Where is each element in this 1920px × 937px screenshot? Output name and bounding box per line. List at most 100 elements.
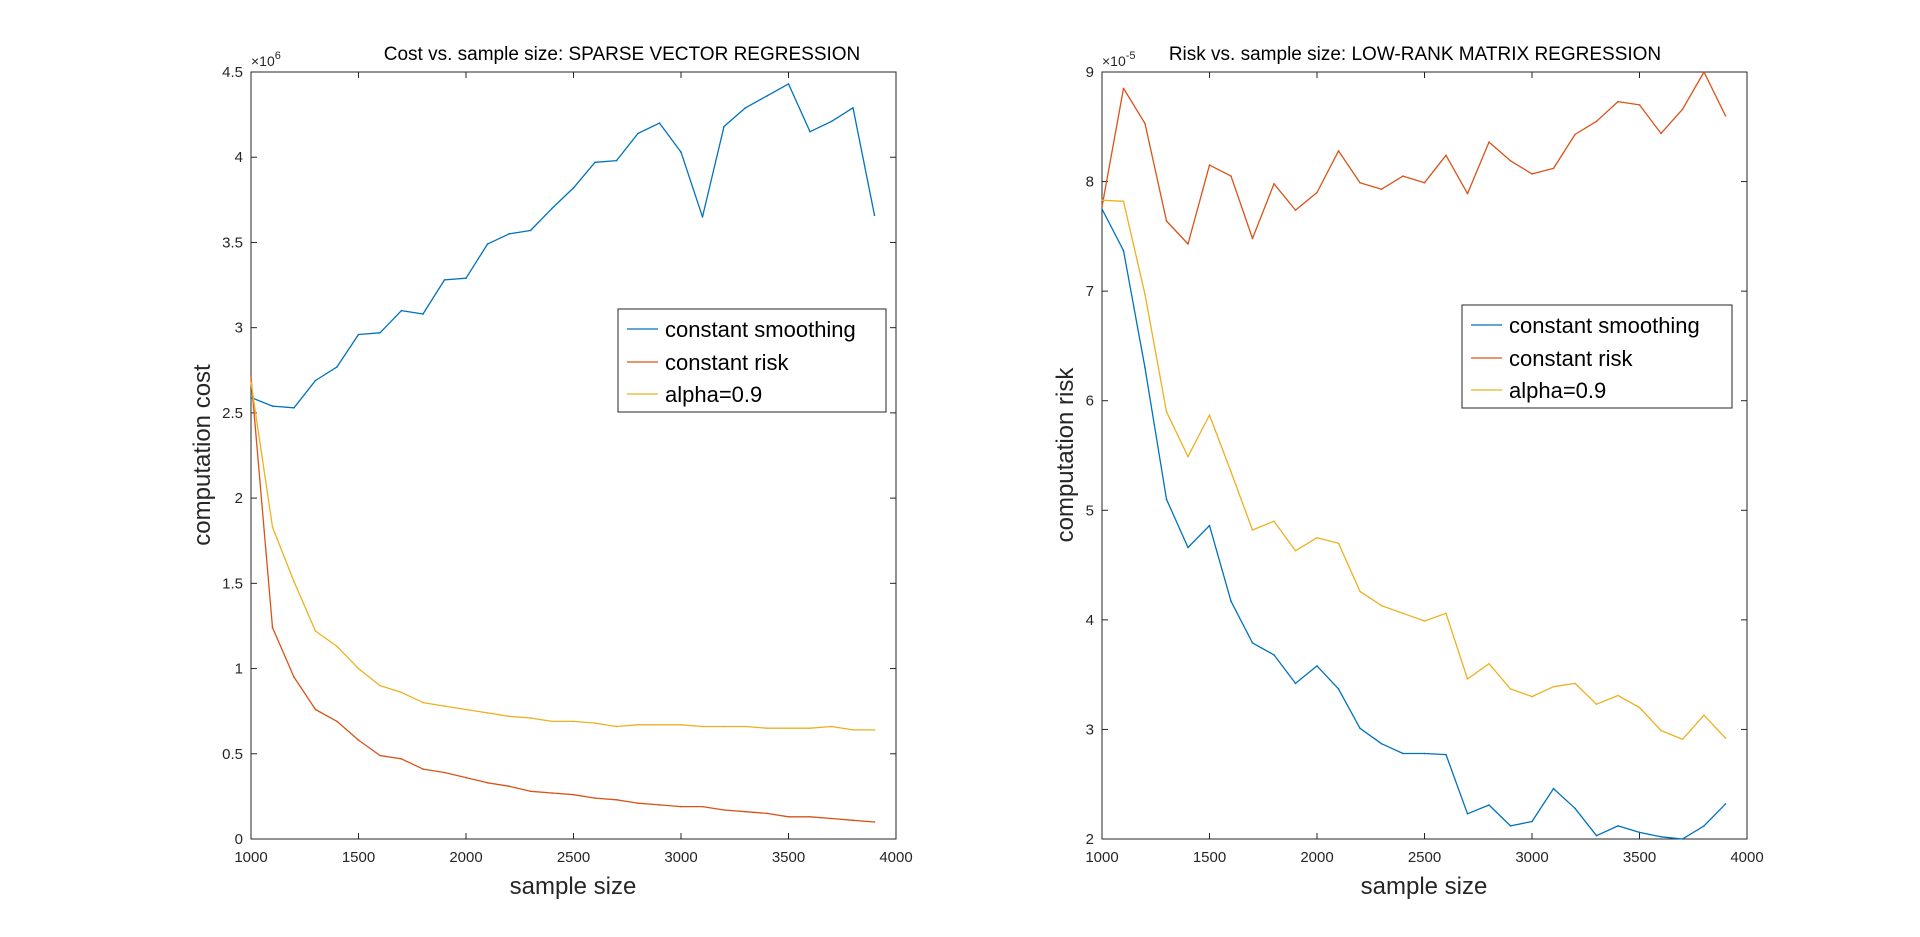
data-point-constant-smoothing	[1165, 498, 1168, 501]
data-point-constant-smoothing	[1660, 836, 1662, 838]
data-point-constant-risk	[1230, 175, 1232, 177]
chart-risk-low-rank-matrix: Risk vs. sample size: LOW-RANK MATRIX RE…	[1052, 44, 1764, 900]
data-point-constant-risk	[465, 776, 467, 779]
x-tick-label: 1000	[234, 849, 267, 866]
data-point-constant-smoothing	[1466, 813, 1469, 815]
data-point-constant-risk	[1574, 133, 1576, 136]
y-tick-label: 0.5	[222, 746, 243, 763]
data-point-constant-smoothing	[1359, 727, 1361, 730]
data-point-alpha-0-9	[809, 727, 811, 729]
data-point-constant-risk	[1144, 122, 1146, 125]
data-point-constant-risk	[766, 812, 768, 815]
data-point-alpha-0-9	[529, 717, 532, 719]
data-point-alpha-0-9	[293, 580, 295, 583]
data-point-constant-smoothing	[744, 107, 747, 109]
data-point-constant-smoothing	[1681, 838, 1684, 840]
data-point-constant-risk	[422, 768, 424, 770]
legend-box	[1461, 304, 1733, 409]
y-axis-label: computation risk	[1052, 367, 1079, 543]
data-point-constant-smoothing	[486, 243, 489, 245]
x-tick-label: 3000	[1515, 849, 1548, 866]
data-point-constant-smoothing	[443, 279, 446, 281]
data-point-constant-risk	[637, 802, 639, 804]
data-point-constant-smoothing	[1144, 367, 1146, 369]
data-point-constant-smoothing	[1703, 825, 1705, 827]
x-tick-label: 1000	[1085, 849, 1118, 866]
data-point-constant-risk	[1509, 160, 1512, 162]
y-tick-label: 7	[1086, 283, 1094, 300]
data-point-alpha-0-9	[1703, 714, 1705, 716]
data-point-constant-smoothing	[594, 161, 596, 164]
data-point-constant-smoothing	[1337, 688, 1340, 690]
data-point-alpha-0-9	[379, 684, 381, 687]
data-point-constant-smoothing	[830, 120, 833, 123]
data-point-alpha-0-9	[744, 725, 747, 728]
data-point-alpha-0-9	[723, 725, 725, 728]
legend: constant smoothing constant risk alpha=0…	[617, 308, 887, 413]
data-point-constant-smoothing	[379, 332, 381, 334]
data-point-constant-risk	[400, 758, 403, 760]
data-lines	[250, 83, 876, 823]
data-point-constant-smoothing	[1423, 752, 1426, 755]
data-point-constant-risk	[572, 793, 575, 796]
data-point-constant-smoothing	[314, 379, 317, 382]
data-point-constant-risk	[271, 626, 274, 629]
y-tick-label: 4	[1086, 612, 1094, 629]
data-point-constant-smoothing	[1509, 825, 1512, 827]
data-point-constant-smoothing	[1402, 752, 1404, 755]
chart-cost-sparse-vector: Cost vs. sample size: SPARSE VECTOR REGR…	[189, 44, 913, 900]
data-point-constant-risk	[744, 810, 747, 813]
data-point-constant-risk	[486, 782, 489, 784]
data-point-alpha-0-9	[1402, 612, 1404, 615]
x-tick-label: 2500	[557, 849, 590, 866]
data-point-constant-risk	[250, 376, 252, 378]
data-point-alpha-0-9	[443, 705, 446, 707]
data-point-constant-smoothing	[1101, 208, 1103, 210]
data-point-constant-risk	[357, 739, 360, 741]
data-point-constant-risk	[787, 816, 790, 818]
data-point-constant-smoothing	[1445, 753, 1447, 756]
data-point-alpha-0-9	[1294, 550, 1297, 552]
data-point-constant-smoothing	[1574, 807, 1576, 810]
data-point-constant-risk	[1466, 192, 1469, 195]
data-point-alpha-0-9	[787, 727, 790, 729]
data-point-constant-smoothing	[271, 405, 274, 407]
data-point-constant-smoothing	[465, 277, 467, 280]
data-point-alpha-0-9	[1595, 703, 1598, 705]
data-point-constant-smoothing	[701, 216, 704, 218]
data-point-alpha-0-9	[1144, 293, 1146, 296]
data-point-alpha-0-9	[1617, 694, 1619, 697]
data-point-constant-risk	[658, 804, 661, 806]
data-point-alpha-0-9	[422, 701, 424, 704]
data-point-alpha-0-9	[314, 630, 317, 632]
data-lines	[1101, 71, 1727, 840]
y-tick-label: 2.5	[222, 405, 243, 422]
data-point-constant-smoothing	[572, 187, 575, 189]
data-point-alpha-0-9	[1488, 662, 1490, 665]
y-tick-label: 3	[235, 320, 243, 337]
y-tick-label: 4	[235, 149, 243, 166]
legend-label-constant-smoothing: constant smoothing	[1509, 313, 1700, 338]
data-point-alpha-0-9	[271, 526, 274, 528]
data-point-alpha-0-9	[1251, 529, 1254, 531]
data-point-constant-risk	[1617, 100, 1619, 103]
data-point-constant-risk	[1294, 209, 1297, 211]
data-point-constant-risk	[1165, 220, 1168, 222]
data-point-alpha-0-9	[830, 725, 833, 728]
data-point-alpha-0-9	[1423, 620, 1426, 622]
data-point-alpha-0-9	[1359, 590, 1361, 593]
data-point-constant-risk	[379, 754, 381, 757]
data-point-alpha-0-9	[615, 725, 618, 728]
series-line-constant-smoothing	[1101, 208, 1726, 840]
data-point-constant-smoothing	[1488, 804, 1490, 806]
x-tick-label: 2000	[1300, 849, 1333, 866]
data-point-alpha-0-9	[1230, 471, 1232, 473]
y-tick-label: 2	[235, 490, 243, 507]
data-point-constant-risk	[594, 797, 596, 799]
data-point-constant-risk	[1122, 87, 1125, 90]
x-axis-label: sample size	[510, 873, 637, 900]
data-point-constant-risk	[1703, 71, 1705, 73]
data-point-constant-risk	[1359, 181, 1361, 184]
data-point-constant-smoothing	[615, 159, 618, 162]
data-point-alpha-0-9	[1574, 682, 1576, 685]
